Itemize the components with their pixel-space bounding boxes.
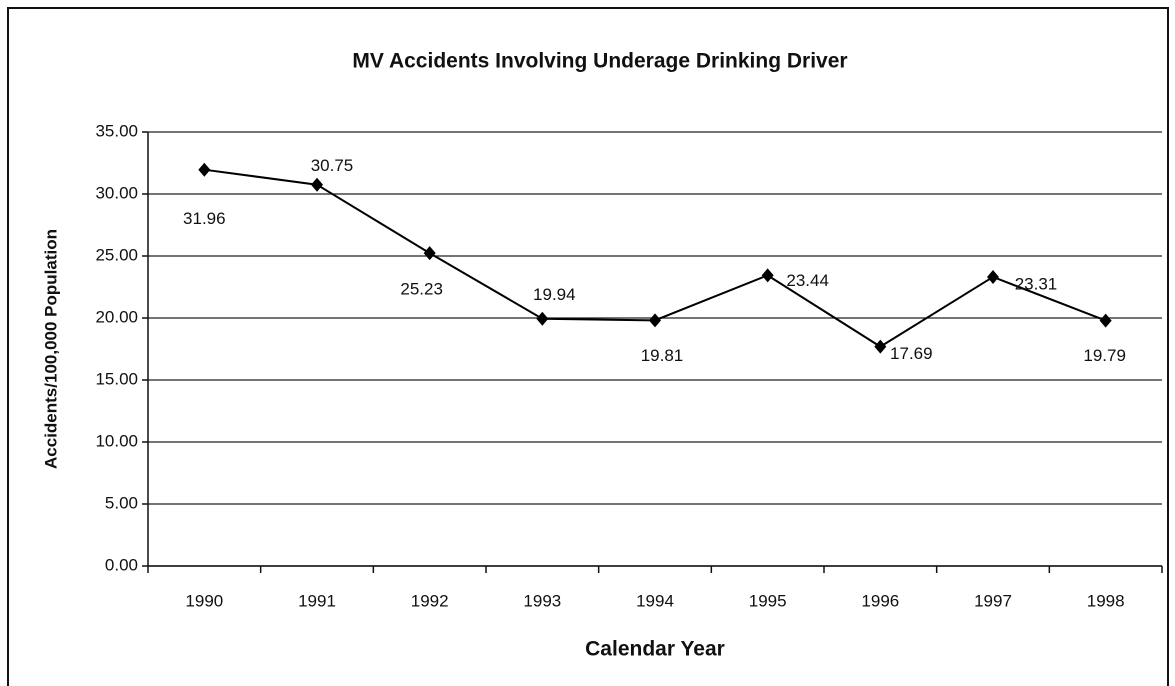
marker [311,177,323,192]
marker [198,162,211,177]
x-tick-label: 1993 [523,591,561,610]
marker [649,313,661,328]
y-tick-label: 5.00 [105,493,138,512]
marker [423,246,436,261]
data-label: 31.96 [183,209,226,228]
y-tick-label: 0.00 [105,555,138,574]
x-tick-label: 1992 [411,591,449,610]
x-tick-label: 1996 [861,591,899,610]
data-label: 19.81 [641,346,684,365]
marker [1099,313,1112,328]
y-tick-label: 25.00 [95,245,138,264]
marker [874,339,887,354]
x-tick-label: 1994 [636,591,674,610]
y-tick-label: 15.00 [95,369,138,388]
data-label: 23.44 [786,271,829,290]
x-tick-label: 1990 [185,591,223,610]
x-tick-label: 1998 [1087,591,1125,610]
data-label: 17.69 [890,344,933,363]
data-label: 19.79 [1083,346,1126,365]
x-tick-label: 1997 [974,591,1012,610]
y-tick-label: 30.00 [95,183,138,202]
y-axis-title: Accidents/100,000 Population [41,229,60,469]
data-label: 19.94 [533,285,576,304]
data-label: 25.23 [400,280,443,299]
chart-title: MV Accidents Involving Underage Drinking… [352,50,847,73]
y-tick-label: 20.00 [95,307,138,326]
marker [761,268,774,283]
marker [987,269,999,284]
y-tick-label: 35.00 [95,121,138,140]
data-label: 30.75 [311,156,354,175]
data-label: 23.31 [1015,274,1058,293]
x-axis-title: Calendar Year [585,638,725,661]
y-tick-label: 10.00 [95,431,138,450]
marker [536,311,549,326]
x-tick-label: 1995 [749,591,787,610]
x-tick-label: 1991 [298,591,336,610]
frame [7,7,1169,686]
